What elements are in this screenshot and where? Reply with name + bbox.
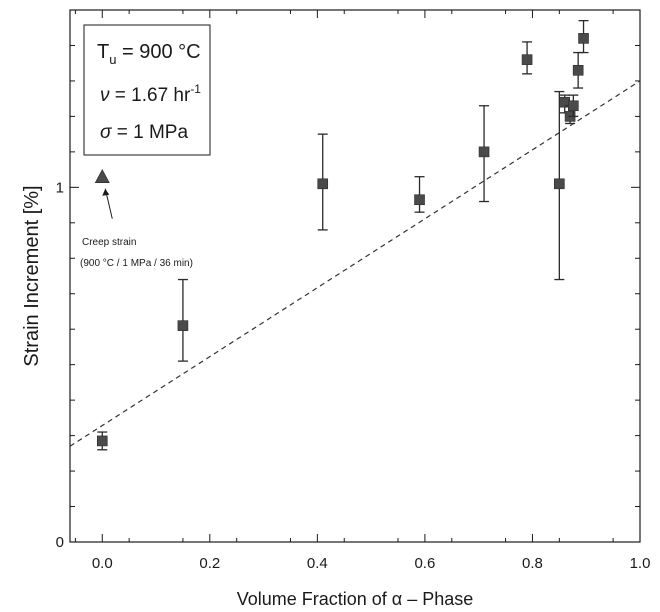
parameter-box: Tu = 900 °C ν = 1.67 hr-1 σ = 1 MPa — [83, 24, 211, 156]
data-point-square — [414, 194, 425, 206]
x-tick-label: 0.2 — [199, 555, 220, 572]
fit-line — [69, 80, 641, 447]
y-tick-label: 1 — [56, 179, 64, 196]
x-axis-label: Volume Fraction of α – Phase — [237, 589, 474, 609]
data-points — [96, 19, 589, 451]
y-axis-ticks: 01 — [56, 44, 640, 551]
data-point-square — [568, 100, 579, 112]
param-temperature: Tu = 900 °C — [97, 41, 201, 67]
creep-strain-triangle-marker — [94, 169, 110, 183]
data-point-square — [521, 54, 533, 65]
parameter-box-frame — [83, 24, 211, 156]
x-tick-label: 1.0 — [630, 555, 651, 572]
creep-annotation-line2: (900 °C / 1 MPa / 36 min) — [80, 258, 193, 269]
creep-strain-arrowhead — [102, 188, 110, 196]
data-point-square — [177, 320, 189, 331]
y-axis-label: Strain Increment [%] — [21, 185, 43, 366]
x-tick-label: 0.4 — [307, 555, 328, 572]
creep-annotation-line1: Creep strain — [82, 237, 136, 248]
data-point-square — [317, 178, 329, 190]
data-point-square — [572, 64, 584, 76]
data-point-square — [478, 146, 490, 158]
param-stress: σ = 1 MPa — [100, 122, 188, 143]
x-tick-label: 0.6 — [414, 555, 435, 572]
x-tick-label: 0.8 — [522, 555, 543, 572]
y-tick-label: 0 — [56, 534, 64, 551]
x-tick-label: 0.0 — [92, 555, 113, 572]
data-point-square — [554, 178, 565, 190]
x-axis-ticks: 0.0 0.2 0.4 0.6 0.8 1.0 — [74, 10, 651, 572]
param-frequency: ν = 1.67 hr-1 — [100, 82, 201, 106]
data-point-square — [578, 33, 589, 44]
plot-frame — [69, 9, 641, 543]
data-point-square — [96, 435, 108, 447]
